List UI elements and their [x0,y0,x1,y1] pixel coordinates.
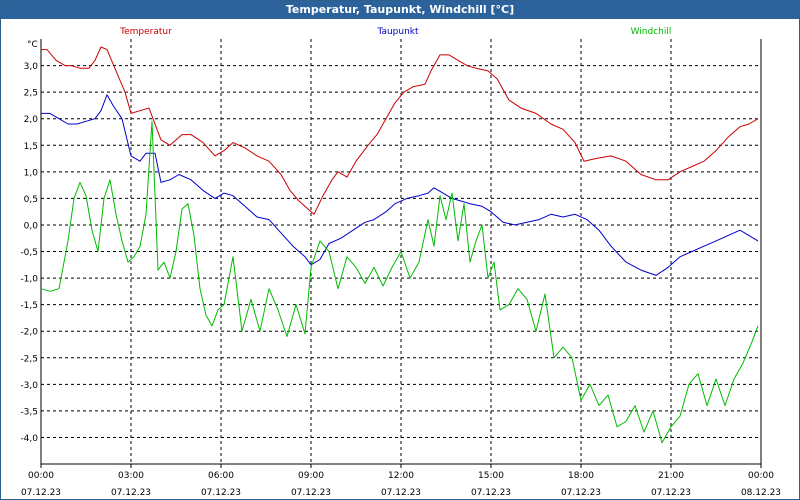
x-tick-label-time: 21:00 [658,471,684,481]
chart-grid [41,39,761,464]
window-title: Temperatur, Taupunkt, Windchill [°C] [1,1,799,19]
y-tick-label: 3,0 [24,62,39,72]
x-tick-label-date: 07.12.23 [471,488,511,498]
chart-series [40,46,759,444]
series-line-temperatur [41,46,759,215]
x-tick-label-date: 08.12.23 [741,488,781,498]
y-tick-label: -4,0 [20,434,38,444]
y-tick-label: 1,5 [24,142,38,152]
series-line-windchill [40,120,759,444]
x-tick-label-date: 07.12.23 [21,488,61,498]
y-unit-label: °C [27,40,38,50]
x-tick-label-time: 09:00 [298,471,324,481]
x-tick-label-time: 00:00 [748,471,774,481]
y-tick-label: 1,0 [24,168,39,178]
y-tick-label: -3,5 [20,407,38,417]
x-tick-label-time: 12:00 [388,471,414,481]
series-line-taupunkt [41,94,759,276]
y-tick-label: -2,5 [20,354,38,364]
y-tick-label: 2,0 [24,115,39,125]
y-tick-label: -3,0 [20,381,38,391]
x-tick-label-date: 07.12.23 [201,488,241,498]
line-chart: 3,0 2,5 2,0 1,5 1,0 0,5 0,0 -0,5 -1,0 -1,5 -2,0 -2,… [20,27,781,498]
legend-entry-windchill: Windchill [631,27,672,37]
x-tick-label-time: 00:00 [28,471,54,481]
x-tick-label-time: 15:00 [478,471,504,481]
y-tick-label: -1,0 [20,275,38,285]
x-tick-label-date: 07.12.23 [291,488,331,498]
x-tick-label-date: 07.12.23 [561,488,601,498]
y-tick-label: 0,5 [24,195,38,205]
y-tick-label: -1,5 [20,301,38,311]
chart-axes: 3,0 2,5 2,0 1,5 1,0 0,5 0,0 -0,5 -1,0 -1,5 -2,0 -2,… [20,39,781,498]
x-tick-label-time: 03:00 [118,471,144,481]
x-tick-label-date: 07.12.23 [381,488,421,498]
x-tick-label-time: 18:00 [568,471,594,481]
y-tick-label: 0,0 [24,221,39,231]
x-tick-label-date: 07.12.23 [111,488,151,498]
legend-entry-taupunkt: Taupunkt [376,27,419,37]
y-tick-label: -2,0 [20,328,38,338]
x-tick-label-date: 07.12.23 [651,488,691,498]
chart-legend: Temperatur Taupunkt Windchill [119,27,671,37]
x-tick-label-time: 06:00 [208,471,234,481]
y-tick-label: -0,5 [20,248,38,258]
y-tick-label: 2,5 [24,89,38,99]
legend-entry-temperatur: Temperatur [119,27,172,37]
